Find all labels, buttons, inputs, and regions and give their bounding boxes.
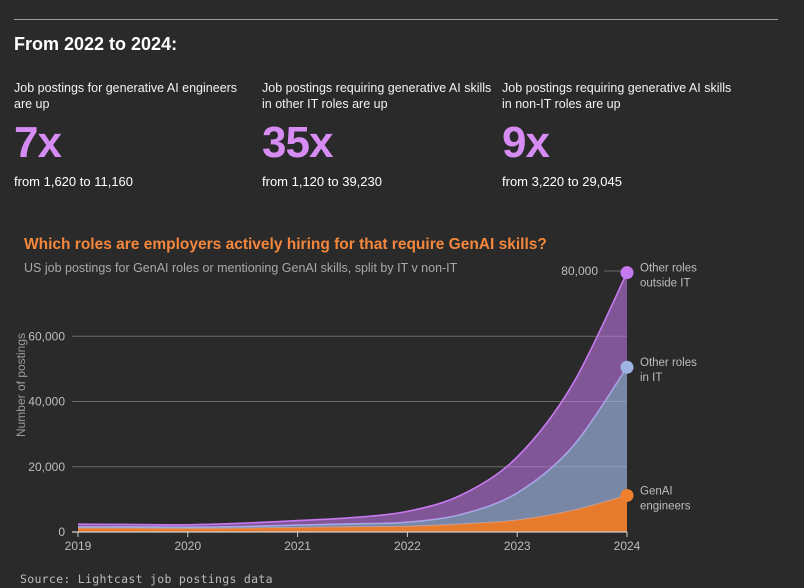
x-tick-label: 2021 [284, 539, 311, 553]
x-tick-label: 2024 [614, 539, 641, 553]
stat-range: from 1,120 to 39,230 [262, 174, 382, 189]
y-tick-label: 60,000 [28, 329, 65, 343]
top-divider [14, 19, 778, 20]
stat-description: Job postings requiring generative AI ski… [502, 81, 732, 111]
series-label: engineers [640, 500, 691, 512]
stat-range: from 3,220 to 29,045 [502, 174, 622, 189]
stat-multiplier: 35x [262, 118, 333, 167]
stat-description: Job postings requiring generative AI ski… [262, 81, 492, 111]
series-label: Other roles [640, 263, 697, 275]
stat-non-it-roles: Job postings requiring generative AI ski… [502, 80, 732, 189]
line-other-roles-outside-it [77, 272, 628, 526]
series-label: in IT [640, 372, 662, 384]
end-dot-other-roles-outside-it [620, 266, 634, 280]
x-tick-label: 2020 [174, 539, 201, 553]
chart-title: Which roles are employers actively hirin… [24, 236, 547, 253]
stat-genai-engineers: Job postings for generative AI engineers… [14, 80, 244, 189]
stat-range: from 1,620 to 11,160 [14, 174, 134, 189]
x-tick-label: 2022 [394, 539, 421, 553]
stat-description: Job postings for generative AI engineers… [14, 81, 238, 111]
x-tick-label: 2023 [504, 539, 531, 553]
series-label: Other roles [640, 357, 697, 369]
chart-subtitle: US job postings for GenAI roles or menti… [24, 261, 458, 275]
y-tick-label: 0 [58, 525, 65, 539]
y-tick-label: 20,000 [28, 460, 65, 474]
end-dot-genai-engineers [620, 488, 634, 502]
stat-other-it-roles: Job postings requiring generative AI ski… [262, 80, 492, 189]
series-label: GenAI [640, 485, 673, 497]
source-note: Source: Lightcast job postings data [20, 572, 273, 586]
y-axis-label: Number of postings [14, 333, 28, 437]
series-label: outside IT [640, 278, 691, 290]
y-tick-label: 80,000 [561, 264, 598, 278]
x-tick-label: 2019 [65, 539, 92, 553]
y-tick-label: 40,000 [28, 395, 65, 409]
end-dot-other-roles-in-it [620, 360, 634, 374]
stat-multiplier: 9x [502, 118, 550, 167]
page-title: From 2022 to 2024: [14, 34, 178, 54]
stat-multiplier: 7x [14, 118, 62, 167]
